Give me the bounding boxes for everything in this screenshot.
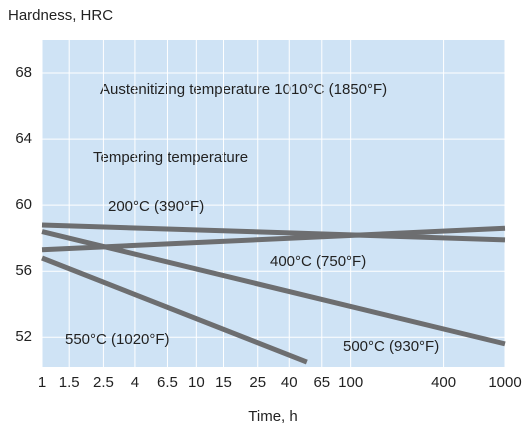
y-tick-label: 56 xyxy=(15,262,32,279)
x-tick-label: 40 xyxy=(281,374,298,391)
series-label: 200°C (390°F) xyxy=(108,198,204,215)
x-tick-label: 6.5 xyxy=(157,374,178,391)
line xyxy=(41,255,308,365)
x-tick-label: 15 xyxy=(215,374,232,391)
y-tick-label: 52 xyxy=(15,328,32,345)
series-label: 400°C (750°F) xyxy=(270,253,366,270)
series-label: 500°C (930°F) xyxy=(343,338,439,355)
x-tick-label: 400 xyxy=(431,374,456,391)
annotation: Tempering temperature xyxy=(93,149,248,166)
y-tick-label: 64 xyxy=(15,130,32,147)
y-tick-label: 60 xyxy=(15,196,32,213)
annotation: Austenitizing temperature 1010°C (1850°F… xyxy=(100,81,387,98)
x-tick-label: 1 xyxy=(38,374,46,391)
x-axis-label: Time, h xyxy=(248,408,297,425)
x-tick-label: 2.5 xyxy=(93,374,114,391)
x-tick-label: 1.5 xyxy=(59,374,80,391)
y-axis-label: Hardness, HRC xyxy=(8,7,113,24)
x-tick-label: 100 xyxy=(338,374,363,391)
y-tick-label: 68 xyxy=(15,64,32,81)
line xyxy=(41,225,506,253)
x-tick-label: 10 xyxy=(188,374,205,391)
series-label: 550°C (1020°F) xyxy=(65,331,170,348)
x-tick-label: 4 xyxy=(131,374,139,391)
x-tick-label: 65 xyxy=(313,374,330,391)
x-tick-label: 25 xyxy=(249,374,266,391)
line xyxy=(41,222,506,243)
plot-area xyxy=(42,40,505,367)
x-tick-label: 1000 xyxy=(488,374,521,391)
line xyxy=(41,229,506,347)
